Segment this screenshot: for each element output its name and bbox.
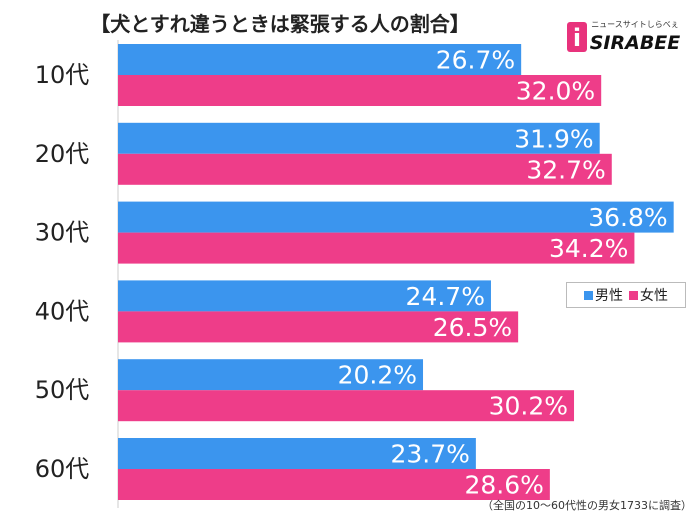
data-label: 26.5% [433, 313, 512, 342]
chart-title: 【犬とすれ違うときは緊張する人の割合】 [90, 12, 470, 36]
bar-male [118, 359, 424, 391]
category-label: 20代 [35, 140, 90, 168]
data-label: 26.7% [436, 46, 515, 75]
bar-female [118, 153, 612, 185]
legend-item-female: 女性 [629, 285, 668, 305]
bar-female [118, 469, 550, 500]
data-label: 36.8% [588, 203, 667, 232]
legend-item-male: 男性 [584, 285, 623, 305]
category-label: 50代 [35, 376, 90, 404]
data-label: 24.7% [406, 282, 485, 311]
data-label: 31.9% [514, 124, 593, 153]
bar-male [118, 122, 600, 154]
svg-text:SIRABEE: SIRABEE [590, 32, 681, 54]
sirabee-logo: i ニュースサイトしらべぇ SIRABEE [565, 16, 683, 54]
bar-male [118, 438, 476, 469]
bar-female [118, 75, 602, 106]
svg-text:i: i [573, 24, 581, 52]
category-label: 60代 [35, 455, 90, 483]
data-label: 23.7% [390, 440, 469, 469]
bar-male [118, 280, 491, 312]
chart-legend: 男性 女性 [566, 282, 686, 308]
category-label: 40代 [35, 297, 90, 325]
bar-male [118, 44, 522, 75]
category-label: 30代 [35, 219, 90, 247]
bar-female [118, 232, 635, 264]
data-label: 32.0% [516, 77, 595, 106]
bar-female [118, 390, 575, 422]
data-label: 20.2% [338, 361, 417, 390]
svg-text:ニュースサイトしらべぇ: ニュースサイトしらべぇ [591, 20, 679, 29]
bar-female [118, 311, 519, 343]
category-label: 10代 [35, 61, 90, 89]
data-label: 34.2% [549, 234, 628, 263]
footnote: （全国の10～60代性の男女1733に調査） [482, 499, 692, 512]
bar-male [118, 201, 674, 233]
data-label: 28.6% [464, 471, 543, 500]
data-label: 30.2% [489, 392, 568, 421]
data-label: 32.7% [526, 155, 605, 184]
